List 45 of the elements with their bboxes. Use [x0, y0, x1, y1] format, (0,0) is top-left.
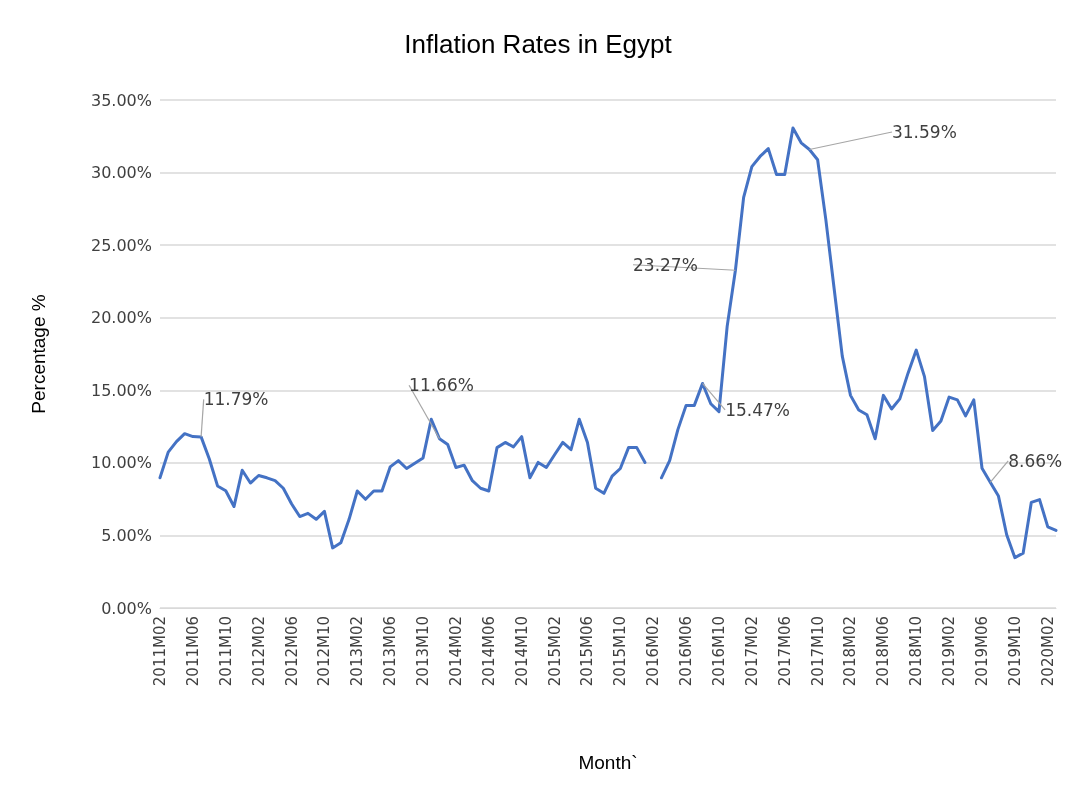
y-tick-label: 30.00% — [90, 163, 152, 183]
x-tick-label: 2013M10 — [414, 616, 433, 687]
x-tick-label: 2018M02 — [841, 616, 860, 687]
x-tick-label: 2012M02 — [249, 616, 268, 687]
x-tick-label: 2011M10 — [216, 616, 235, 687]
x-tick-label: 2019M02 — [940, 616, 959, 687]
x-tick-label: 2016M10 — [709, 616, 728, 687]
x-tick-label: 2014M06 — [479, 616, 498, 687]
y-tick-label: 20.00% — [90, 308, 152, 328]
y-tick-label: 5.00% — [101, 525, 152, 545]
x-tick-label: 2020M02 — [1038, 616, 1057, 687]
y-tick-label: 25.00% — [90, 235, 152, 255]
data-label: 23.27% — [633, 254, 698, 275]
x-tick-label: 2014M10 — [512, 616, 531, 687]
x-tick-label: 2015M06 — [578, 616, 597, 687]
y-tick-label: 35.00% — [90, 90, 152, 110]
x-tick-label: 2012M10 — [315, 616, 334, 687]
x-tick-label: 2011M02 — [151, 616, 169, 687]
x-tick-label: 2015M10 — [611, 616, 630, 687]
x-tick-label: 2018M06 — [874, 616, 893, 687]
y-tick-label: 15.00% — [90, 380, 152, 400]
data-label: 31.59% — [891, 121, 957, 142]
x-tick-label: 2016M06 — [677, 616, 696, 687]
x-tick-label: 2013M06 — [381, 616, 400, 687]
y-tick-label: 10.00% — [90, 453, 152, 473]
x-tick-label: 2018M10 — [907, 616, 926, 687]
x-tick-label: 2011M06 — [183, 616, 202, 687]
x-tick-label: 2012M06 — [282, 616, 301, 687]
x-tick-label: 2019M06 — [973, 616, 992, 687]
chart-title: Inflation Rates in Egypt — [404, 29, 673, 59]
x-tick-label: 2019M10 — [1005, 616, 1024, 687]
x-tick-label: 2017M06 — [775, 616, 794, 687]
data-label: 11.79% — [203, 389, 269, 410]
data-label: 11.66% — [409, 375, 474, 396]
data-label: 8.66% — [1008, 450, 1063, 471]
x-tick-label: 2017M02 — [742, 616, 761, 687]
x-axis-title: Month` — [578, 752, 638, 773]
x-tick-label: 2014M02 — [446, 616, 465, 687]
x-tick-label: 2016M02 — [644, 616, 663, 687]
y-tick-label: 0.00% — [101, 598, 152, 618]
y-axis-title: Percentage % — [28, 294, 49, 414]
x-tick-label: 2013M02 — [348, 616, 367, 687]
x-tick-label: 2017M10 — [808, 616, 827, 687]
x-tick-label: 2015M02 — [545, 616, 564, 687]
data-label: 15.47% — [725, 399, 790, 420]
